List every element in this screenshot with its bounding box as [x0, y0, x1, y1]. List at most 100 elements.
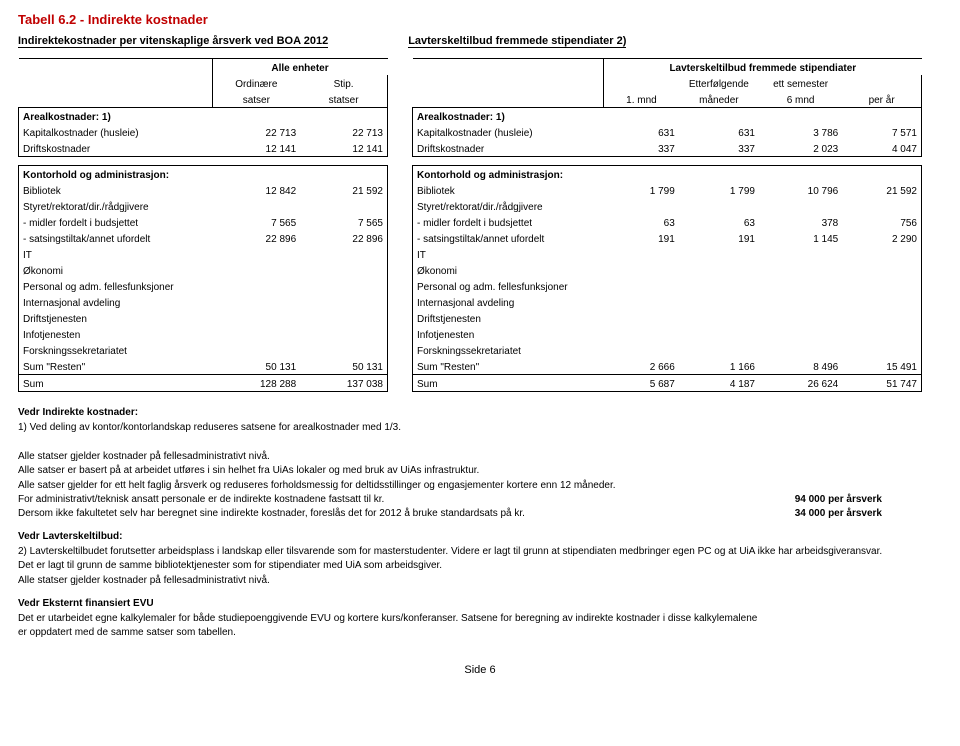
- right-int: Internasjonal avdeling: [413, 294, 604, 310]
- note-10: Det er utarbeidet egne kalkylemaler for …: [18, 612, 942, 626]
- right-bibliotek-label: Bibliotek: [413, 182, 604, 198]
- note-7: 2) Lavterskeltilbudet forutsetter arbeid…: [18, 545, 942, 559]
- right-midler-label: - midler fordelt i budsjettet: [413, 214, 604, 230]
- right-kontor-heading: Kontorhold og administrasjon:: [413, 166, 604, 183]
- left-sum-c2: 128 288: [212, 375, 300, 392]
- note-6a: Dersom ikke fakultetet selv har beregnet…: [18, 507, 525, 521]
- left-sum-c3: 137 038: [300, 375, 387, 392]
- note-9: Alle statser gjelder kostnader på felles…: [18, 574, 942, 588]
- right-sumrest-c5: 15 491: [842, 358, 921, 375]
- right-bibliotek-c4: 10 796: [759, 182, 842, 198]
- right-personal: Personal og adm. fellesfunksjoner: [413, 278, 604, 294]
- left-int: Internasjonal avdeling: [19, 294, 213, 310]
- right-h-c3a: Etterfølgende: [679, 75, 759, 91]
- note-4: Alle satser gjelder for ett helt faglig …: [18, 479, 942, 493]
- right-sum-label: Sum: [413, 375, 604, 392]
- subtitle-right: Lavterskeltilbud fremmede stipendiater 2…: [408, 35, 626, 48]
- left-bibliotek-label: Bibliotek: [19, 182, 213, 198]
- note-1: 1) Ved deling av kontor/kontorlandskap r…: [18, 421, 942, 435]
- right-h-c3b: måneder: [679, 91, 759, 108]
- left-header-group: Alle enheter: [212, 59, 387, 76]
- left-kontor-heading: Kontorhold og administrasjon:: [19, 166, 213, 183]
- right-areal-heading: Arealkostnader: 1): [413, 108, 604, 125]
- left-midler-label: - midler fordelt i budsjettet: [19, 214, 213, 230]
- left-h-c2a: Ordinære: [212, 75, 300, 91]
- right-h-c5b: per år: [842, 91, 921, 108]
- left-kapital-label: Kapitalkostnader (husleie): [19, 124, 213, 140]
- note-h1: Vedr Indirekte kostnader:: [18, 406, 942, 420]
- subtitle-left: Indirektekostnader per vitenskaplige års…: [18, 35, 328, 48]
- right-drift-label: Driftskostnader: [413, 140, 604, 157]
- right-sats-c4: 1 145: [759, 230, 842, 246]
- right-kapital-c3: 631: [679, 124, 759, 140]
- left-midler-c3: 7 565: [300, 214, 387, 230]
- note-2: Alle statser gjelder kostnader på felles…: [18, 450, 942, 464]
- right-sumrest-label: Sum "Resten": [413, 358, 604, 375]
- right-kapital-c2: 631: [604, 124, 679, 140]
- right-bibliotek-c3: 1 799: [679, 182, 759, 198]
- left-sumrest-label: Sum "Resten": [19, 358, 213, 375]
- note-8: Det er lagt til grunn de samme bibliotek…: [18, 559, 942, 573]
- right-kapital-label: Kapitalkostnader (husleie): [413, 124, 604, 140]
- right-styret: Styret/rektorat/dir./rådgjivere: [413, 198, 604, 214]
- table-right: Lavterskeltilbud fremmede stipendiater E…: [412, 58, 922, 392]
- left-h-c3b: statser: [300, 91, 387, 108]
- right-it: IT: [413, 246, 604, 262]
- left-sats-c2: 22 896: [212, 230, 300, 246]
- right-midler-c2: 63: [604, 214, 679, 230]
- note-3: Alle satser er basert på at arbeidet utf…: [18, 464, 942, 478]
- left-forsk: Forskningssekretariatet: [19, 342, 213, 358]
- note-11: er oppdatert med de samme satser som tab…: [18, 626, 942, 640]
- left-it: IT: [19, 246, 213, 262]
- right-drift-c4: 2 023: [759, 140, 842, 157]
- right-sum-c4: 26 624: [759, 375, 842, 392]
- right-midler-c4: 378: [759, 214, 842, 230]
- right-midler-c5: 756: [842, 214, 921, 230]
- right-bibliotek-c2: 1 799: [604, 182, 679, 198]
- left-kapital-c3: 22 713: [300, 124, 387, 140]
- right-sats-c3: 191: [679, 230, 759, 246]
- right-sumrest-c3: 1 166: [679, 358, 759, 375]
- left-sats-c3: 22 896: [300, 230, 387, 246]
- note-h3: Vedr Eksternt finansiert EVU: [18, 597, 942, 611]
- table-left: Alle enheter Ordinære Stip. satser stats…: [18, 58, 388, 392]
- footnotes: Vedr Indirekte kostnader: 1) Ved deling …: [18, 406, 942, 640]
- left-bibliotek-c2: 12 842: [212, 182, 300, 198]
- left-h-c2b: satser: [212, 91, 300, 108]
- left-drift-label: Driftskostnader: [19, 140, 213, 157]
- left-areal-heading: Arealkostnader: 1): [19, 108, 213, 125]
- right-drift-c2: 337: [604, 140, 679, 157]
- left-okonomi: Økonomi: [19, 262, 213, 278]
- right-h-c4a: ett semester: [759, 75, 842, 91]
- right-info: Infotjenesten: [413, 326, 604, 342]
- left-driftstj: Driftstjenesten: [19, 310, 213, 326]
- note-6b: 34 000 per årsverk: [795, 507, 942, 521]
- right-forsk: Forskningssekretariatet: [413, 342, 604, 358]
- left-kapital-c2: 22 713: [212, 124, 300, 140]
- left-drift-c3: 12 141: [300, 140, 387, 157]
- right-kapital-c4: 3 786: [759, 124, 842, 140]
- note-5a: For administrativt/teknisk ansatt person…: [18, 493, 384, 507]
- left-info: Infotjenesten: [19, 326, 213, 342]
- right-kapital-c5: 7 571: [842, 124, 921, 140]
- page-footer: Side 6: [18, 664, 942, 676]
- right-drift-c5: 4 047: [842, 140, 921, 157]
- right-sum-c2: 5 687: [604, 375, 679, 392]
- left-styret: Styret/rektorat/dir./rådgjivere: [19, 198, 213, 214]
- right-okonomi: Økonomi: [413, 262, 604, 278]
- left-bibliotek-c3: 21 592: [300, 182, 387, 198]
- right-sumrest-c4: 8 496: [759, 358, 842, 375]
- left-personal: Personal og adm. fellesfunksjoner: [19, 278, 213, 294]
- right-drift-c3: 337: [679, 140, 759, 157]
- note-5b: 94 000 per årsverk: [795, 493, 942, 507]
- left-sumrest-c2: 50 131: [212, 358, 300, 375]
- right-header-group: Lavterskeltilbud fremmede stipendiater: [604, 59, 922, 76]
- right-sum-c5: 51 747: [842, 375, 921, 392]
- right-h-c4b: 6 mnd: [759, 91, 842, 108]
- left-h-c3a: Stip.: [300, 75, 387, 91]
- right-bibliotek-c5: 21 592: [842, 182, 921, 198]
- right-sats-c5: 2 290: [842, 230, 921, 246]
- right-h-c2b: 1. mnd: [604, 91, 679, 108]
- left-sumrest-c3: 50 131: [300, 358, 387, 375]
- right-sumrest-c2: 2 666: [604, 358, 679, 375]
